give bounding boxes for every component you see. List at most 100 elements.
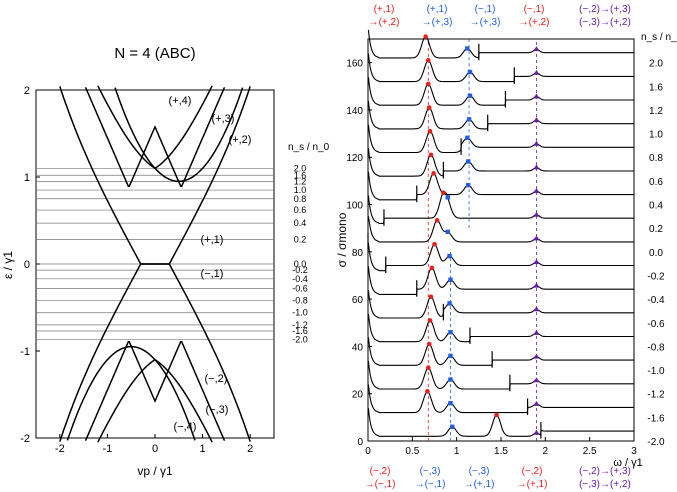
blue-peak-marker: [447, 301, 452, 306]
x-tick-label: 1: [454, 446, 460, 457]
left-ylabel: ε / γ1: [1, 251, 15, 279]
series-ns-label: -0.6: [647, 319, 665, 330]
band-minus-4: [97, 358, 213, 443]
bottom-annotation-line1: (−,3): [469, 466, 490, 477]
blue-peak-marker: [445, 195, 450, 200]
purple-peak-marker: [533, 46, 540, 52]
sigma-curve: [367, 29, 634, 59]
fermi-levels: [36, 167, 274, 341]
red-peak-marker: [427, 128, 433, 134]
series-ns-label: 0.4: [649, 201, 663, 212]
band-label: (+,2): [229, 134, 252, 146]
red-peak-marker: [441, 190, 446, 196]
sigma-curve: [367, 77, 634, 106]
red-peak-marker: [425, 81, 431, 87]
blue-peak-marker: [448, 330, 453, 335]
fermi-level-ns-label: 0.2: [294, 235, 307, 245]
x-tick-label: -1: [103, 443, 113, 455]
red-peak-marker: [494, 412, 499, 418]
y-tick-label: 0: [357, 437, 363, 448]
sigma-curve: [367, 192, 634, 224]
series-ns-label: -0.2: [647, 271, 665, 282]
left-axis-ticks: -2 -1 0 1 2 -2 -1 0 1 2: [20, 85, 253, 455]
top-annotation-line2: →(+,2): [519, 17, 550, 28]
blue-peak-marker: [465, 159, 471, 164]
y-tick-label: 2: [24, 85, 30, 97]
sigma-curve: [367, 384, 634, 414]
bottom-annotation-line1: (−,3): [420, 466, 441, 477]
sigma-curve: [367, 313, 634, 343]
sigma-curve: [367, 408, 634, 437]
y-tick-label: 80: [352, 248, 364, 259]
y-tick-label: -1: [20, 346, 30, 358]
bottom-annotation-line2: (−,3)→(+,2): [579, 479, 631, 490]
y-tick-label: 60: [352, 295, 364, 306]
fermi-level-ns-label: -0.2: [292, 265, 308, 275]
series-ns-label: -2.0: [647, 437, 665, 448]
series-ns-label: 1.2: [649, 106, 663, 117]
red-peak-marker: [432, 241, 437, 247]
top-annotations: (+,1) →(+,2) (+,1) →(+,3) (−,1) →(+,3) (−,1) →(…: [369, 4, 631, 28]
purple-peak-marker: [533, 235, 540, 241]
blue-peak-marker: [448, 400, 453, 406]
fermi-level-ns-label: -1.2: [292, 320, 308, 330]
red-peak-marker: [426, 341, 432, 347]
purple-peak-marker: [533, 258, 540, 264]
purple-peak-marker: [533, 353, 540, 359]
purple-peak-marker: [533, 69, 540, 75]
conductivity-curves: [367, 29, 634, 439]
fermi-level-ns-label: 0.6: [294, 205, 307, 215]
top-annotation-line2: →(+,2): [369, 17, 400, 28]
fermi-level-ns-label: 0.4: [294, 218, 307, 228]
band-curves: [59, 85, 251, 443]
y-tick-label: 160: [346, 59, 363, 70]
fermi-level-ns-label: 1.2: [294, 176, 307, 186]
fermi-level-ns-label: -1.6: [292, 326, 308, 336]
purple-peak-marker: [533, 400, 540, 406]
x-tick-label: 2: [543, 446, 549, 457]
band-plus-2: [114, 87, 244, 183]
right-ns-labels: 2.0 1.6 1.2 1.0 0.8 0.6 0.4 0.2 0.0 -0.2 -0.4 -0.6 -…: [647, 59, 665, 448]
blue-peak-marker: [467, 69, 473, 75]
y-tick-label: 100: [346, 201, 363, 212]
y-tick-label: 120: [346, 153, 363, 164]
purple-peak-marker: [533, 306, 540, 312]
sigma-curve: [367, 100, 634, 130]
y-tick-label: -2: [20, 433, 30, 445]
fermi-level-ns-label: 1.0: [294, 185, 307, 195]
blue-peak-marker: [448, 277, 453, 282]
red-peak-marker: [425, 365, 431, 370]
blue-peak-marker: [448, 377, 453, 382]
purple-peak-marker: [533, 377, 540, 383]
blue-peak-marker: [448, 353, 453, 359]
right-axis-ticks: 0 0.5 1 1.5 2 2.5 3 0 20 40 60 80 100 120 140 160: [346, 59, 637, 457]
band-minus-3: [84, 340, 226, 442]
x-tick-label: -2: [55, 443, 65, 455]
bottom-annotation-line1: (−,2)→(+,3): [579, 466, 631, 477]
blue-peak-marker: [465, 135, 470, 141]
sigma-curve: [367, 53, 634, 83]
purple-peak-marker: [533, 329, 540, 335]
fermi-level-ns-label: 2.0: [294, 163, 307, 173]
band-label: (+,3): [212, 113, 235, 125]
purple-peak-marker: [533, 140, 540, 146]
purple-peak-marker: [533, 117, 540, 123]
bottom-annotation-line2: →(−,1): [365, 479, 396, 490]
band-label: (−,1): [201, 268, 224, 280]
fermi-level-ns-label: 0.0: [294, 259, 307, 269]
red-peak-marker: [431, 171, 436, 176]
sigma-curve: [367, 216, 634, 243]
x-tick-label: 2: [247, 443, 253, 455]
red-peak-marker: [429, 265, 435, 271]
fermi-level-ns-label: -0.6: [292, 283, 308, 293]
fermi-level-ns-label: -1.0: [292, 308, 308, 318]
series-ns-label: 2.0: [649, 59, 663, 70]
y-tick-label: 140: [346, 106, 363, 117]
red-peak-marker: [427, 318, 433, 323]
fermi-level-ns-label: -0.4: [292, 274, 308, 284]
blue-peak-marker: [447, 253, 452, 259]
red-peak-marker: [426, 105, 432, 110]
x-tick-label: 2.5: [583, 446, 597, 457]
